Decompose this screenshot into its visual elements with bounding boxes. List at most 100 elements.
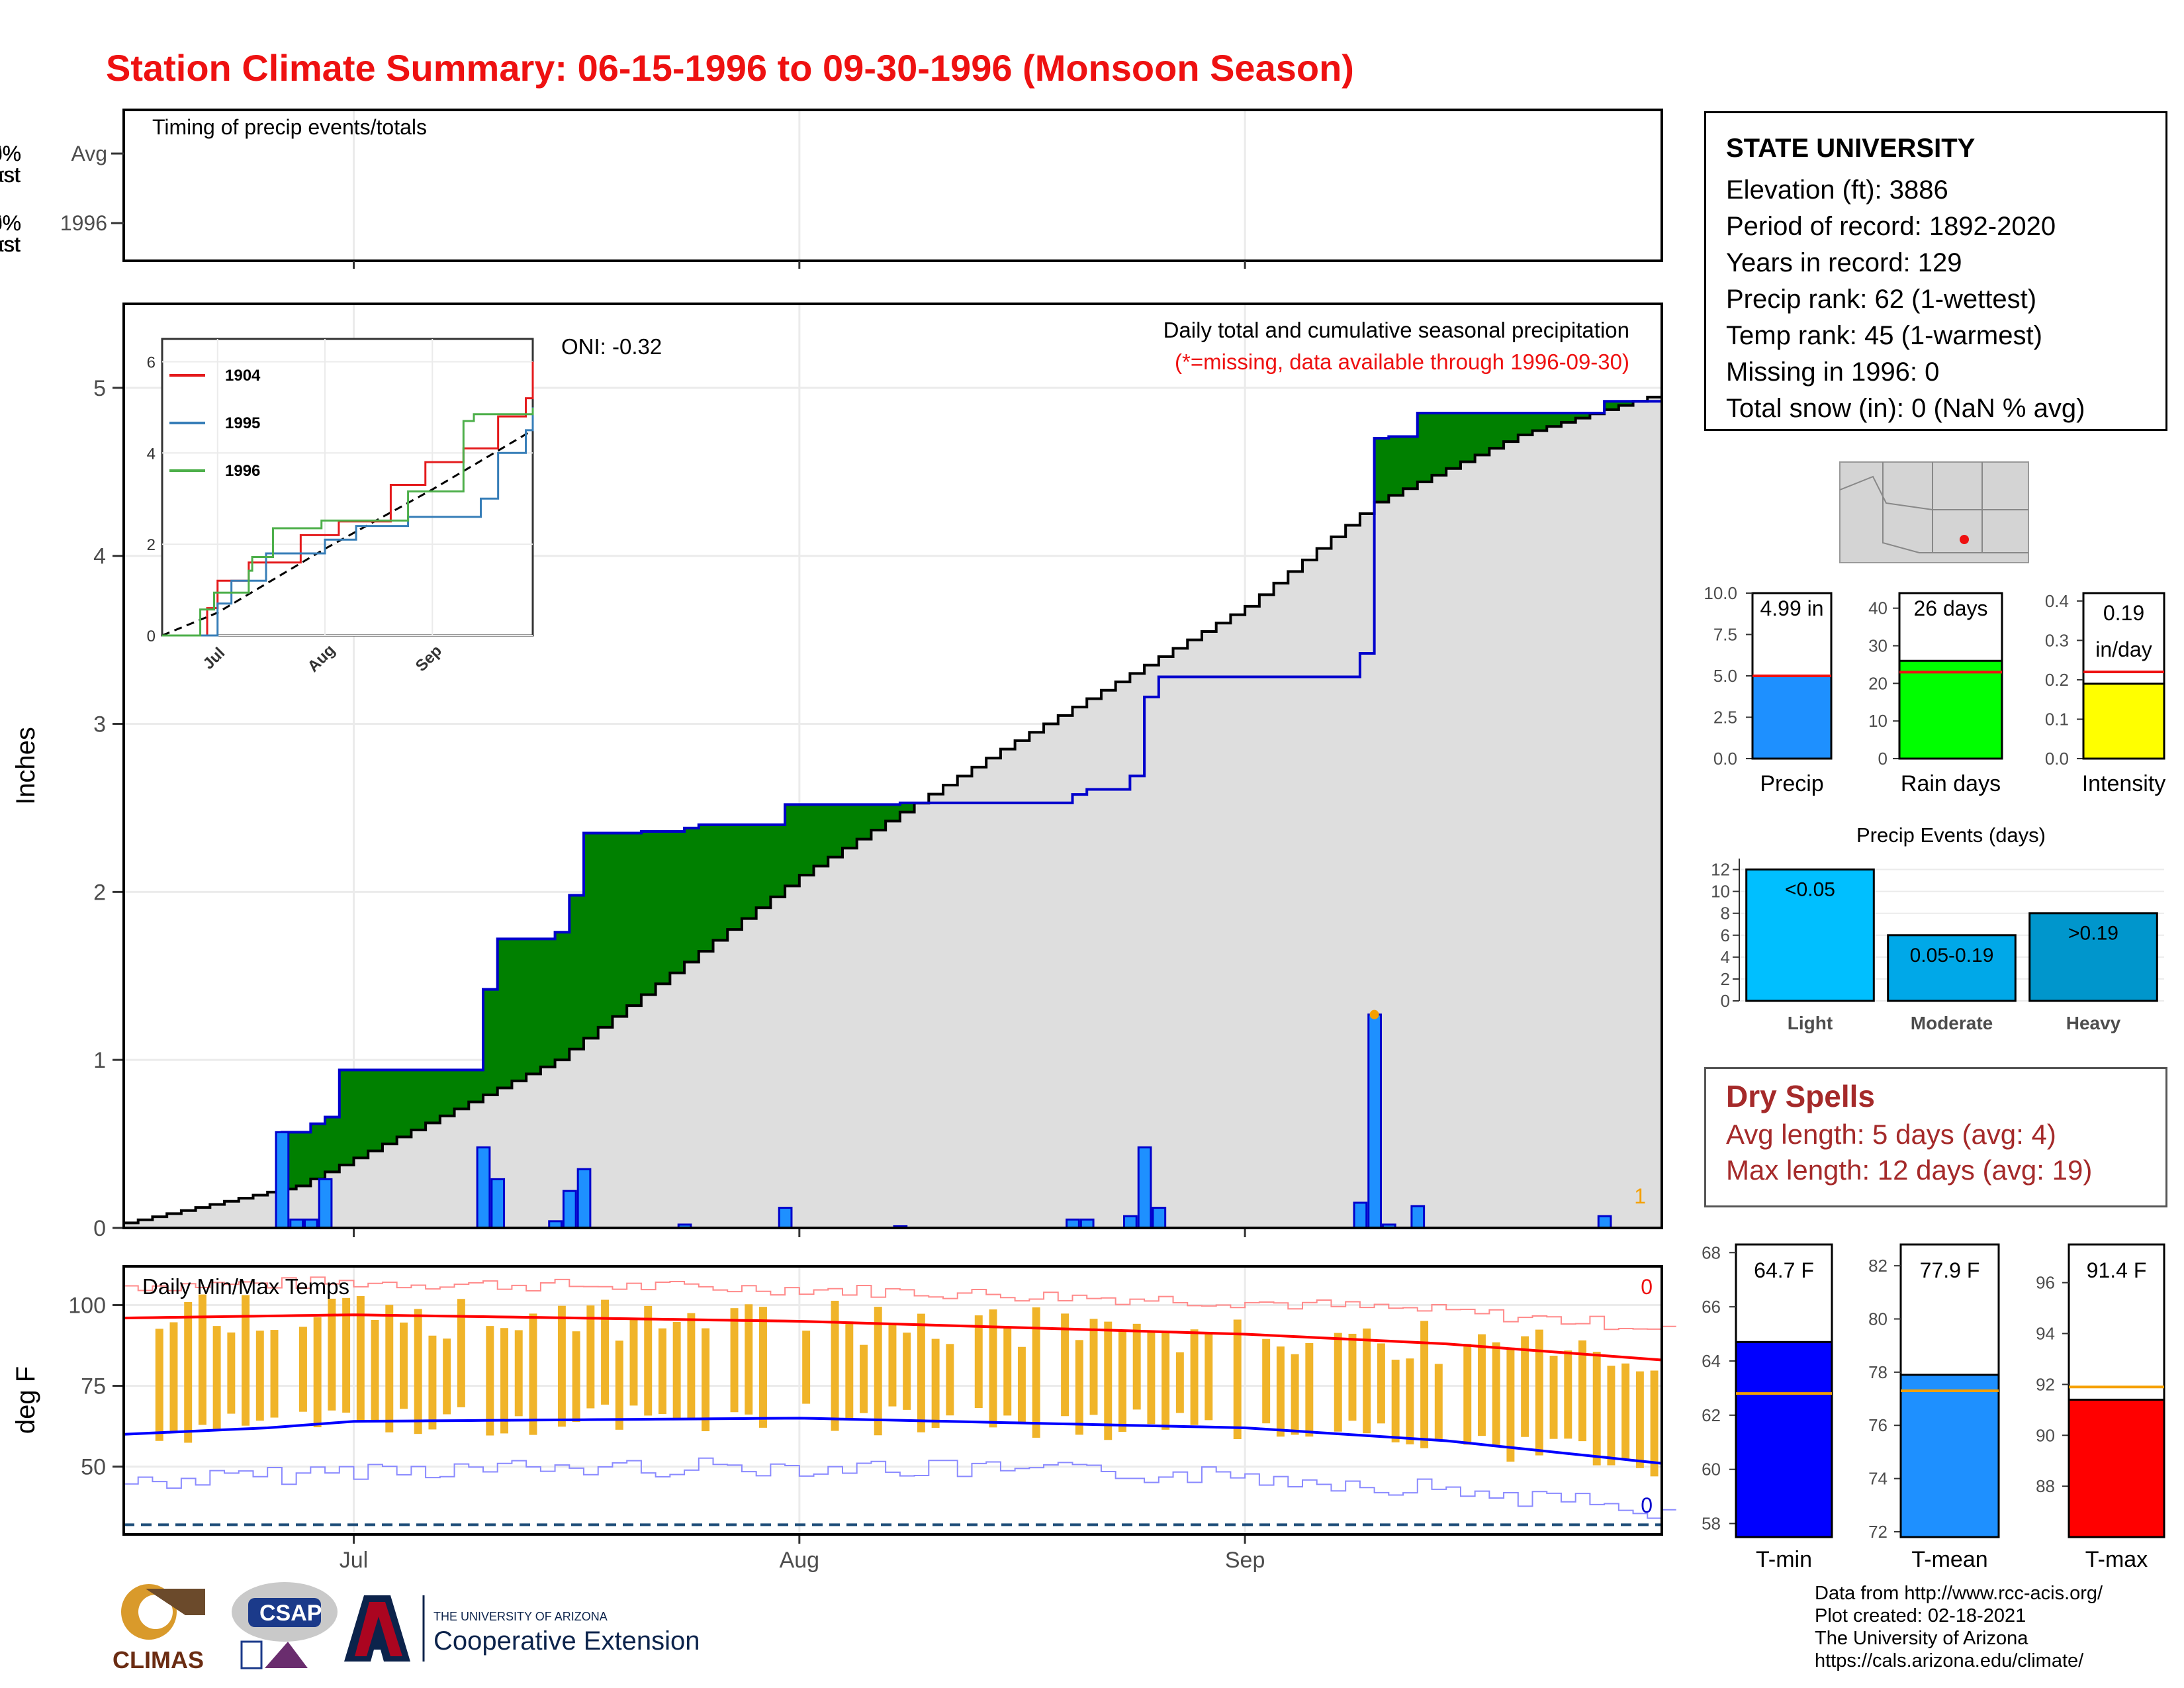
- events-chart-title: Precip Events (days): [1856, 823, 2046, 847]
- dry-spells-box: Dry Spells Avg length: 5 days (avg: 4) M…: [1704, 1067, 2167, 1207]
- credit-url: https://cals.arizona.edu/climate/: [1815, 1650, 2084, 1671]
- credit-plot-created: Plot created: 02-18-2021: [1815, 1605, 2026, 1626]
- temp-xtick-label: Jul: [340, 1548, 368, 1573]
- daily-precip-bar: [490, 1178, 506, 1229]
- credit-university: The University of Arizona: [1815, 1628, 2028, 1649]
- wet-departure-area: [741, 824, 757, 919]
- inset-series-1996: [162, 408, 534, 637]
- wet-departure-area: [856, 804, 872, 839]
- precip-ytick-label: 4: [93, 544, 106, 569]
- daily-precip-bar: [318, 1178, 333, 1229]
- wet-departure-area: [512, 939, 527, 1081]
- wet-departure-area: [828, 804, 843, 857]
- precip-ytick-label: 1: [93, 1048, 106, 1073]
- last-event-label: Last: [0, 163, 20, 187]
- daily-temp-range-bar: [385, 1305, 394, 1432]
- inset-legend-label: 1996: [225, 462, 260, 480]
- record-min-line: [124, 1457, 1676, 1519]
- daily-temp-range-bar: [342, 1297, 351, 1413]
- events-bar: [1887, 934, 2017, 1002]
- events-bar: [2028, 912, 2158, 1002]
- location-map-border: [1839, 475, 2028, 510]
- ua-logo: THE UNIVERSITY OF ARIZONA Cooperative Ex…: [344, 1595, 700, 1662]
- intensity_bar-ytick-label: 0.3: [2045, 630, 2069, 650]
- tmax_bar-category-label: T-max: [2085, 1547, 2148, 1572]
- daily-temp-range-bar: [831, 1301, 839, 1431]
- oni-label: ONI: -0.32: [561, 334, 662, 359]
- location-map: [1839, 461, 2029, 563]
- daily-temp-range-bar: [443, 1338, 451, 1415]
- wet-departure-area: [382, 1070, 398, 1145]
- daily-temp-range-bar: [1075, 1340, 1083, 1435]
- daily-temp-range-bar: [298, 1327, 307, 1412]
- daily-temp-range-bar: [931, 1338, 940, 1429]
- daily-temp-range-bar: [169, 1322, 178, 1433]
- daily-temp-range-bar: [1233, 1319, 1242, 1440]
- daily-temp-range-bar: [572, 1331, 580, 1423]
- wet-departure-area: [1374, 438, 1389, 502]
- daily-temp-range-bar: [557, 1305, 566, 1427]
- daily-precip-bar: [275, 1131, 290, 1229]
- average-min-temp-line: [123, 1417, 1662, 1465]
- first-event-label: First: [0, 163, 21, 187]
- daily-temp-range-bar: [1262, 1338, 1271, 1424]
- daily-temp-range-bar: [672, 1322, 681, 1420]
- temp-ytick-label: 50: [81, 1455, 106, 1480]
- wet-departure-area: [569, 895, 584, 1049]
- wet-departure-area: [886, 804, 901, 821]
- raindays_bar-ytick-label: 30: [1868, 636, 1888, 656]
- raindays_bar-category-label: Rain days: [1901, 771, 2001, 796]
- inset-ytick-label: 2: [147, 536, 156, 554]
- tmin-bar-value-label: 64.7 F: [1754, 1258, 1814, 1282]
- daily-temp-range-bar: [227, 1332, 236, 1414]
- inset-legend-label: 1995: [225, 414, 260, 432]
- intensity-bar-value-label-1: 0.19: [2103, 601, 2144, 625]
- precip-ytick-label: 5: [93, 376, 106, 401]
- events-ytick-label: 12: [1711, 860, 1730, 880]
- average-cumulative-line: [124, 395, 1662, 1225]
- station-snow: Total snow (in): 0 (NaN % avg): [1726, 394, 2085, 423]
- wet-departure-area: [612, 833, 627, 1017]
- daily-temp-range-bar: [1104, 1321, 1113, 1440]
- daily-temp-range-bar: [888, 1324, 897, 1407]
- tmin_bar-ytick-label: 68: [1702, 1243, 1721, 1262]
- daily-temp-range-bar: [644, 1305, 653, 1416]
- daily-temp-range-bar: [1463, 1344, 1472, 1445]
- daily-temp-range-bar: [184, 1301, 193, 1443]
- first-event-label: First: [0, 232, 21, 256]
- wet-departure-area: [526, 939, 541, 1074]
- daily-precip-bar: [1410, 1205, 1426, 1229]
- precip_bar-ytick-label: 5.0: [1713, 666, 1737, 686]
- daily-temp-range-bar: [1578, 1340, 1586, 1442]
- inset-ytick-label: 0: [147, 628, 156, 645]
- daily-precip-bar: [1152, 1207, 1167, 1229]
- wet-departure-area: [1532, 412, 1547, 431]
- daily-temp-range-bar: [198, 1294, 206, 1425]
- precip_bar-ytick-label: 7.5: [1713, 625, 1737, 645]
- timing-label-25: 25%: [0, 211, 21, 235]
- intensity-bar-value-label-2: in/day: [2095, 637, 2152, 661]
- tmean_bar-ytick-label: 78: [1868, 1362, 1888, 1382]
- events-ytick-label: 8: [1721, 904, 1730, 923]
- daily-temp-range-bar: [529, 1313, 537, 1435]
- daily-temp-range-bar: [255, 1331, 264, 1421]
- daily-temp-range-bar: [1089, 1319, 1098, 1415]
- wet-departure-area: [1460, 412, 1476, 462]
- tmax_bar-ytick-label: 88: [2036, 1476, 2055, 1496]
- wet-departure-area: [899, 802, 915, 812]
- daily-precip-bar: [1597, 1215, 1612, 1229]
- precip-ytick-label: 0: [93, 1216, 106, 1241]
- precip-panel-frame: [122, 303, 1663, 1229]
- wet-departure-area: [627, 833, 642, 1006]
- daily-temp-range-bar: [428, 1335, 437, 1430]
- daily-temp-range-bar: [860, 1344, 868, 1413]
- precip-y-axis-label: Inches: [11, 727, 40, 805]
- wet-departure-area: [584, 833, 599, 1039]
- wet-departure-area: [713, 824, 728, 941]
- precip-ytick-label: 3: [93, 712, 106, 737]
- daily-temp-range-bar: [1406, 1358, 1414, 1444]
- daily-temp-range-bar: [400, 1322, 408, 1409]
- precip-count-label: 1: [1634, 1184, 1646, 1208]
- station-missing: Missing in 1996: 0: [1726, 357, 1940, 387]
- daily-temp-range-bar: [946, 1344, 954, 1416]
